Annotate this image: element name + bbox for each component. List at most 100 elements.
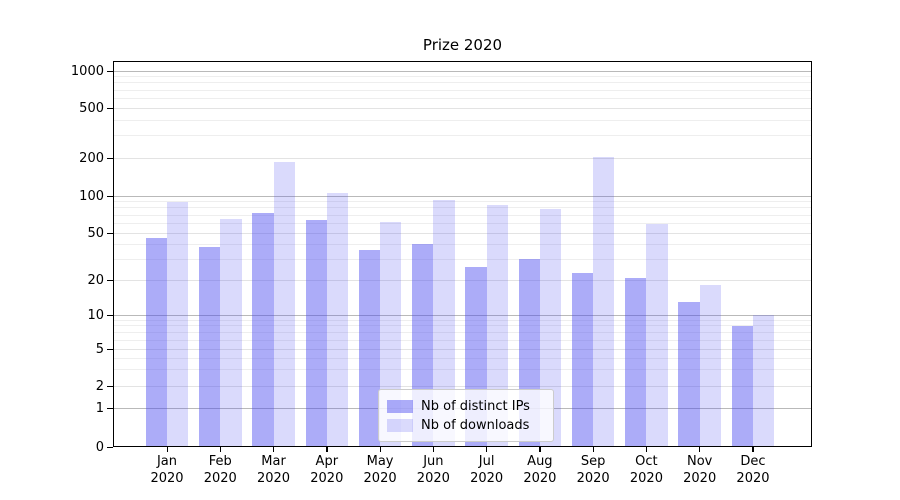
y-tick-mark-1 [107, 407, 113, 409]
chart-title: Prize 2020 [422, 36, 503, 54]
x-tick-label-jan: Jan 2020 [150, 454, 184, 486]
x-tick-mark-sep [592, 447, 594, 452]
gridline-800 [113, 82, 812, 84]
x-tick-mark-feb [219, 447, 222, 452]
bar-downloads-jun [433, 199, 455, 447]
gridline-700 [113, 89, 812, 91]
bar-downloads-jan [167, 201, 189, 447]
legend-item-distinct-ips: Nb of distinct IPs [387, 397, 543, 415]
gridline-500 [113, 107, 812, 109]
y-tick-mark-10 [107, 314, 113, 316]
legend: Nb of distinct IPs Nb of downloads [378, 389, 554, 442]
x-tick-label-feb: Feb 2020 [203, 454, 237, 486]
bar-distinct-ips-dec [731, 325, 753, 447]
y-tick-label-100: 100 [79, 188, 104, 204]
x-tick-mark-apr [326, 447, 328, 452]
gridline-100 [113, 195, 812, 197]
gridline-6 [113, 339, 812, 341]
y-tick-mark-1000 [107, 70, 113, 72]
y-tick-mark-200 [107, 157, 113, 159]
x-tick-label-may: May 2020 [363, 454, 397, 486]
x-tick-label-nov: Nov 2020 [683, 454, 717, 486]
y-tick-label-0: 0 [95, 439, 104, 455]
bar-downloads-nov [699, 285, 721, 447]
x-tick-mark-dec [752, 447, 754, 452]
bar-distinct-ips-oct [625, 277, 647, 447]
legend-label: Nb of downloads [421, 417, 530, 433]
gridline-3 [113, 369, 812, 371]
bar-distinct-ips-jan [145, 238, 167, 447]
y-tick-mark-100 [107, 195, 113, 197]
gridline-80 [113, 207, 812, 209]
gridline-300 [113, 135, 812, 137]
y-tick-label-10: 10 [87, 307, 104, 323]
gridline-60 [113, 222, 812, 224]
y-tick-label-20: 20 [87, 272, 104, 288]
bar-downloads-oct [646, 224, 668, 447]
x-tick-mark-mar [273, 447, 275, 452]
plot-area [113, 61, 812, 447]
gridline-7 [113, 331, 812, 333]
gridline-90 [113, 201, 812, 203]
y-tick-label-500: 500 [79, 100, 104, 116]
x-tick-label-jun: Jun 2020 [416, 454, 450, 486]
y-tick-label-2: 2 [95, 378, 104, 394]
y-tick-label-200: 200 [79, 150, 104, 166]
bar-downloads-apr [326, 192, 349, 447]
bar-downloads-jul [486, 204, 508, 447]
y-tick-label-1000: 1000 [70, 63, 104, 79]
y-tick-label-50: 50 [87, 225, 104, 241]
gridline-8 [113, 325, 812, 327]
x-tick-label-mar: Mar 2020 [256, 454, 291, 486]
x-tick-mark-jul [486, 447, 488, 452]
gridline-50 [113, 232, 812, 234]
gridline-9 [113, 319, 812, 321]
y-tick-mark-50 [107, 232, 113, 234]
gridline-1000 [113, 70, 812, 72]
legend-swatch-distinct-ips [387, 399, 413, 413]
x-tick-mark-may [379, 447, 381, 452]
gridline-40 [113, 243, 812, 245]
y-tick-mark-500 [107, 107, 113, 109]
bar-distinct-ips-mar [252, 212, 274, 447]
x-tick-label-sep: Sep 2020 [576, 454, 610, 486]
bar-downloads-dec [752, 315, 775, 447]
bar-distinct-ips-apr [305, 219, 327, 447]
gridline-4 [113, 357, 812, 359]
bar-distinct-ips-sep [571, 272, 594, 447]
x-tick-label-jul: Jul 2020 [470, 454, 504, 486]
bar-distinct-ips-nov [678, 301, 700, 447]
gridline-20 [113, 279, 812, 281]
bar-downloads-sep [593, 157, 615, 447]
legend-swatch-downloads [387, 418, 413, 432]
legend-label: Nb of distinct IPs [421, 398, 530, 414]
x-tick-mark-oct [645, 447, 648, 452]
bar-downloads-aug [539, 209, 562, 447]
gridline-30 [113, 258, 812, 260]
x-tick-mark-nov [699, 447, 701, 452]
x-tick-label-oct: Oct 2020 [629, 454, 663, 486]
x-tick-mark-aug [539, 447, 541, 452]
gridline-900 [113, 76, 812, 78]
y-tick-mark-20 [107, 279, 113, 281]
bar-downloads-feb [220, 219, 242, 447]
gridline-400 [113, 119, 812, 121]
bar-downloads-mar [273, 161, 295, 447]
y-tick-label-1: 1 [95, 400, 104, 416]
y-tick-label-5: 5 [95, 341, 104, 357]
gridline-200 [113, 157, 812, 159]
x-tick-mark-jun [432, 447, 435, 452]
gridline-600 [113, 97, 812, 99]
x-tick-label-aug: Aug 2020 [523, 454, 557, 486]
legend-item-downloads: Nb of downloads [387, 416, 543, 434]
y-tick-mark-0 [107, 446, 113, 448]
x-tick-label-apr: Apr 2020 [310, 454, 344, 486]
gridline-10 [113, 314, 812, 316]
gridline-70 [113, 214, 812, 216]
y-tick-mark-2 [107, 385, 113, 387]
y-tick-mark-5 [107, 348, 113, 350]
gridline-5 [113, 348, 812, 350]
bar-distinct-ips-may [358, 249, 381, 447]
x-tick-label-dec: Dec 2020 [736, 454, 770, 486]
